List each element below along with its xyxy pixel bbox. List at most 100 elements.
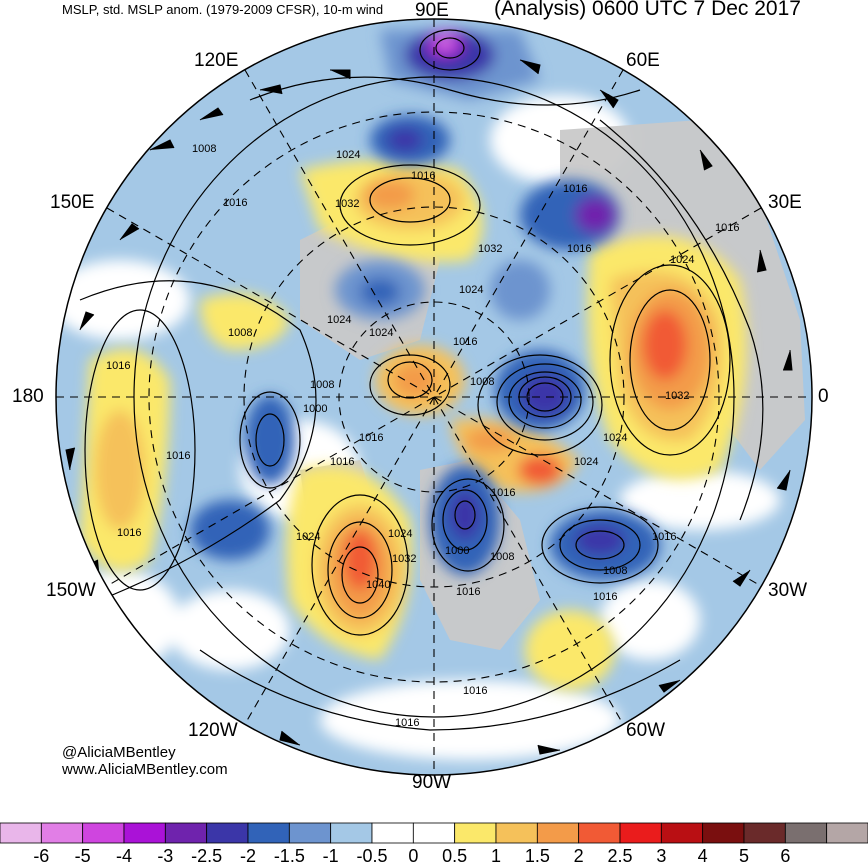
isobar-label: 1016: [593, 591, 617, 603]
anomaly-colorbar: [0, 822, 868, 844]
isobar-label: 1024: [603, 432, 627, 444]
isobar-label: 1032: [335, 198, 359, 210]
isobar-label: 1016: [652, 531, 676, 543]
colorbar-tick-label: 4: [697, 846, 708, 866]
polar-stereographic-map: 1008 1016 1024 1016 1032 1016 1016 1016 …: [55, 18, 813, 776]
isobar-label: 1016: [463, 685, 487, 697]
isobar-label: 1024: [670, 254, 694, 266]
map-disk: 1008 1016 1024 1016 1032 1016 1016 1016 …: [56, 19, 812, 775]
isobar-label: 1008: [470, 376, 494, 388]
colorbar-swatch: [164, 822, 208, 844]
isobar-label: 1024: [336, 149, 360, 161]
longitude-label-30w: 30W: [768, 580, 808, 601]
colorbar-swatch: [371, 822, 414, 844]
longitude-label-60w: 60W: [626, 720, 666, 741]
isobar-label: 1032: [392, 553, 416, 565]
isobar-label: 1024: [327, 314, 351, 326]
colorbar-tick-label: -2: [239, 846, 256, 866]
longitude-label-30e: 30E: [768, 192, 802, 213]
map-title-valid-time: (Analysis) 0600 UTC 7 Dec 2017: [494, 0, 801, 20]
longitude-label-180: 180: [12, 386, 44, 407]
isobar-label: 1016: [330, 456, 354, 468]
isobar-label: 1008: [490, 551, 514, 563]
colorbar-swatch: [288, 822, 332, 844]
isobar-label: 1032: [665, 390, 689, 402]
colorbar-swatch: [495, 822, 538, 844]
colorbar-tick-label: 5: [738, 846, 749, 866]
colorbar-swatch: [660, 822, 704, 844]
colorbar-tick-label: 0: [408, 846, 419, 866]
isobar-label: 1008: [310, 379, 334, 391]
isobar-label: 1016: [563, 183, 587, 195]
colorbar-swatch: [536, 822, 580, 844]
graticule: [56, 19, 812, 775]
colorbar-swatch: [454, 822, 497, 844]
colorbar-tick-label: -1: [322, 846, 339, 866]
map-title-variables: MSLP, std. MSLP anom. (1979-2009 CFSR), …: [62, 2, 384, 17]
isobar-label: 1016: [491, 487, 515, 499]
colorbar-tick-label: -2.5: [191, 846, 223, 866]
isobar-label: 1016: [106, 360, 130, 372]
colorbar-swatch: [40, 822, 84, 844]
colorbar-tick-label: -3: [157, 846, 174, 866]
isobar-label: 1016: [166, 450, 190, 462]
isobar-label: 1016: [359, 432, 383, 444]
colorbar-swatch: [578, 822, 621, 844]
isobar-label: 1016: [223, 197, 247, 209]
isobar-label: 1032: [478, 243, 502, 255]
isobar-label: 1008: [192, 143, 216, 155]
colorbar-tick-label: 0.5: [442, 846, 468, 866]
colorbar-tick-label: 3: [656, 846, 667, 866]
isobar-label: 1024: [369, 327, 393, 339]
colorbar-tick-label: -6: [33, 846, 50, 866]
colorbar-tick-label: -0.5: [356, 846, 388, 866]
isobar-label: 1024: [296, 531, 320, 543]
colorbar-swatch: [206, 822, 249, 844]
longitude-label-60e: 60E: [626, 50, 660, 71]
negative-anomaly-areas: [190, 30, 660, 580]
isobar-label: 1016: [715, 222, 739, 234]
colorbar-swatch: [0, 822, 42, 844]
colorbar-swatch: [247, 822, 290, 844]
colorbar-tick-label: 2.5: [607, 846, 633, 866]
colorbar-swatch: [743, 822, 786, 844]
colorbar-swatch: [826, 822, 868, 844]
longitude-label-120w: 120W: [188, 720, 238, 741]
colorbar-swatch: [123, 822, 166, 844]
colorbar-swatch: [619, 822, 662, 844]
isobar-label: 1016: [117, 527, 141, 539]
longitude-label-150w: 150W: [46, 580, 96, 601]
colorbar-tick-label: -5: [74, 846, 91, 866]
longitude-label-0: 0: [818, 386, 829, 407]
map-boundary: [55, 18, 813, 776]
isobar-label: 1000: [445, 545, 469, 557]
longitude-label-90w: 90W: [412, 772, 452, 793]
isobar-label: 1024: [574, 456, 598, 468]
isobar-label: 1024: [388, 528, 412, 540]
isobar-label-layer: 1008 1016 1024 1016 1032 1016 1016 1016 …: [106, 143, 739, 729]
author-website: www.AliciaMBentley.com: [62, 761, 228, 778]
isobar-label: 1000: [303, 403, 327, 415]
isobar-label: 1016: [456, 586, 480, 598]
isobar-label: 1016: [395, 717, 419, 729]
colorbar-tick-label: 2: [573, 846, 584, 866]
isobar-label: 1008: [603, 565, 627, 577]
colorbar-swatch: [702, 822, 745, 844]
colorbar-tick-label: 1: [490, 846, 501, 866]
isobar-label: 1016: [453, 336, 477, 348]
colorbar-swatch: [82, 822, 125, 844]
colorbar-tick-label: 6: [780, 846, 791, 866]
isobar-label: 1024: [459, 284, 483, 296]
colorbar-tick-label: -1.5: [273, 846, 305, 866]
colorbar-tick-label: -4: [115, 846, 132, 866]
longitude-label-90e: 90E: [415, 0, 449, 21]
isobar-label: 1016: [567, 243, 591, 255]
isobar-label: 1008: [228, 327, 252, 339]
isobar-label: 1016: [411, 170, 435, 182]
colorbar-tick-label: 1.5: [524, 846, 550, 866]
colorbar-swatch: [412, 822, 456, 844]
colorbar-swatch: [330, 822, 373, 844]
longitude-label-120e: 120E: [194, 50, 239, 71]
colorbar-swatch: [784, 822, 828, 844]
longitude-label-150e: 150E: [50, 192, 95, 213]
